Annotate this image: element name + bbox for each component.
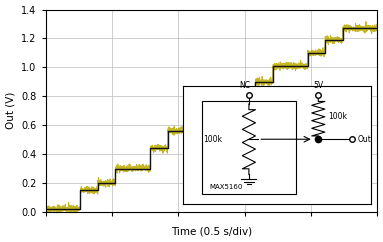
Y-axis label: Out (V): Out (V) bbox=[6, 92, 16, 129]
X-axis label: Time (0.5 s/div): Time (0.5 s/div) bbox=[171, 227, 252, 236]
